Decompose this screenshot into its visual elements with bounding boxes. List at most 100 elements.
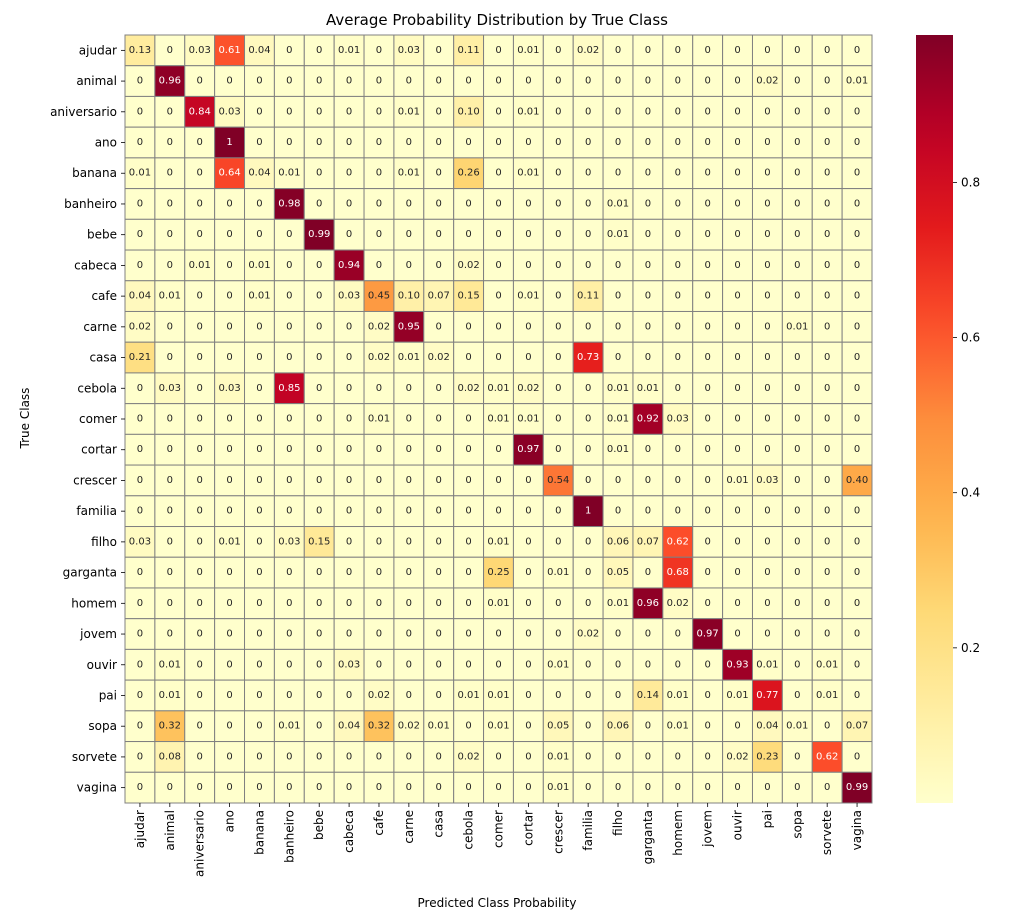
cell-value-label: 0.01 <box>517 168 539 179</box>
cell-value-label: 0 <box>734 106 740 117</box>
heatmap-cell <box>751 771 783 804</box>
heatmap-cell <box>602 65 634 97</box>
cell-value-label: 0 <box>167 598 173 609</box>
cell-value-label: 0 <box>764 414 770 425</box>
cell-value-label: 0.03 <box>278 536 300 547</box>
x-tick-label: filho <box>611 810 625 836</box>
heatmap-cell <box>303 126 335 159</box>
heatmap-cell <box>273 556 305 589</box>
cell-value-label: 0 <box>645 106 651 117</box>
cell-value-label: 0 <box>256 106 262 117</box>
y-tick-label: aniversario <box>50 105 117 119</box>
cell-value-label: 0 <box>376 168 382 179</box>
cell-value-label: 0 <box>704 751 710 762</box>
cell-value-label: 0 <box>316 198 322 209</box>
cell-value-label: 0 <box>585 721 591 732</box>
heatmap-cell <box>841 157 873 190</box>
x-tick-label: homem <box>671 810 685 856</box>
heatmap-cell <box>363 710 395 743</box>
cell-value-label: 0 <box>645 506 651 517</box>
cell-value-label: 0 <box>615 352 621 363</box>
cell-value-label: 0 <box>197 229 203 240</box>
heatmap-cell <box>722 280 753 312</box>
cell-value-label: 0.01 <box>487 383 509 394</box>
cell-value-label: 0 <box>585 536 591 547</box>
cell-value-label: 0.01 <box>756 659 778 670</box>
colorbar-tick-label: 0.4 <box>961 486 980 500</box>
cell-value-label: 0 <box>465 229 471 240</box>
cell-value-label: 0 <box>704 659 710 670</box>
heatmap-cell <box>273 495 305 528</box>
heatmap-cell <box>124 126 156 159</box>
cell-value-label: 0 <box>555 536 561 547</box>
cell-value-label: 0 <box>226 260 232 271</box>
cell-value-label: 0 <box>764 536 770 547</box>
cell-value-label: 0 <box>465 598 471 609</box>
heatmap-cell <box>423 526 455 558</box>
heatmap-cell <box>692 433 724 466</box>
heatmap-cell <box>751 249 783 282</box>
heatmap-cell <box>602 618 634 650</box>
heatmap-cell <box>662 648 694 681</box>
cell-value-label: 0 <box>615 45 621 56</box>
cell-value-label: 0 <box>555 444 561 455</box>
heatmap-cell <box>184 157 216 190</box>
cell-value-label: 0 <box>764 567 770 578</box>
cell-value-label: 0 <box>585 137 591 148</box>
heatmap-cell <box>273 95 305 128</box>
heatmap-cell <box>273 710 305 743</box>
cell-value-label: 0.02 <box>667 598 689 609</box>
cell-value-label: 0 <box>675 383 681 394</box>
cell-value-label: 0 <box>316 106 322 117</box>
cell-value-label: 0 <box>226 751 232 762</box>
cell-value-label: 0 <box>675 291 681 302</box>
cell-value-label: 0 <box>436 475 442 486</box>
x-tick-label: familia <box>581 810 595 851</box>
heatmap-cell <box>751 648 783 681</box>
cell-value-label: 0 <box>226 567 232 578</box>
cell-value-label: 0 <box>137 76 143 87</box>
cell-value-label: 0 <box>197 690 203 701</box>
cell-value-label: 0 <box>585 76 591 87</box>
cell-value-label: 0 <box>734 721 740 732</box>
x-tick-label: banheiro <box>282 810 296 863</box>
cell-value-label: 0 <box>675 260 681 271</box>
cell-value-label: 0 <box>226 629 232 640</box>
heatmap-cell <box>273 771 305 804</box>
heatmap-cell <box>692 126 724 159</box>
cell-value-label: 1 <box>226 137 232 148</box>
cell-value-label: 0 <box>226 414 232 425</box>
heatmap-cell <box>453 648 485 681</box>
heatmap-cell <box>154 710 186 743</box>
cell-value-label: 0.25 <box>487 567 509 578</box>
heatmap-cell <box>662 464 694 497</box>
heatmap-cell <box>512 587 544 620</box>
cell-value-label: 0 <box>376 751 382 762</box>
cell-value-label: 0 <box>226 598 232 609</box>
x-tick-label: ajudar <box>133 810 147 848</box>
heatmap-cell <box>214 157 246 190</box>
cell-value-label: 0.03 <box>398 45 420 56</box>
heatmap-cell <box>662 679 694 712</box>
cell-value-label: 0 <box>764 198 770 209</box>
heatmap-cell <box>214 126 246 159</box>
cell-value-label: 0 <box>585 567 591 578</box>
heatmap-cell <box>393 280 425 312</box>
cell-value-label: 0 <box>495 629 501 640</box>
cell-value-label: 0.01 <box>846 76 868 87</box>
cell-value-label: 0 <box>316 629 322 640</box>
heatmap-cell <box>214 95 246 128</box>
cell-value-label: 0.07 <box>846 721 868 732</box>
cell-value-label: 0 <box>824 137 830 148</box>
heatmap-cell <box>662 95 694 128</box>
heatmap-cell <box>811 648 843 681</box>
heatmap-cell <box>751 65 783 97</box>
cell-value-label: 0 <box>645 260 651 271</box>
cell-value-label: 0 <box>854 137 860 148</box>
cell-value-label: 0 <box>704 352 710 363</box>
cell-value-label: 0.85 <box>278 383 300 394</box>
cell-value-label: 0 <box>675 321 681 332</box>
cell-value-label: 0 <box>824 414 830 425</box>
y-tick-labels: ajudar animal aniversario ano banana banheiro… <box>50 43 125 795</box>
heatmap-cell <box>811 679 843 712</box>
